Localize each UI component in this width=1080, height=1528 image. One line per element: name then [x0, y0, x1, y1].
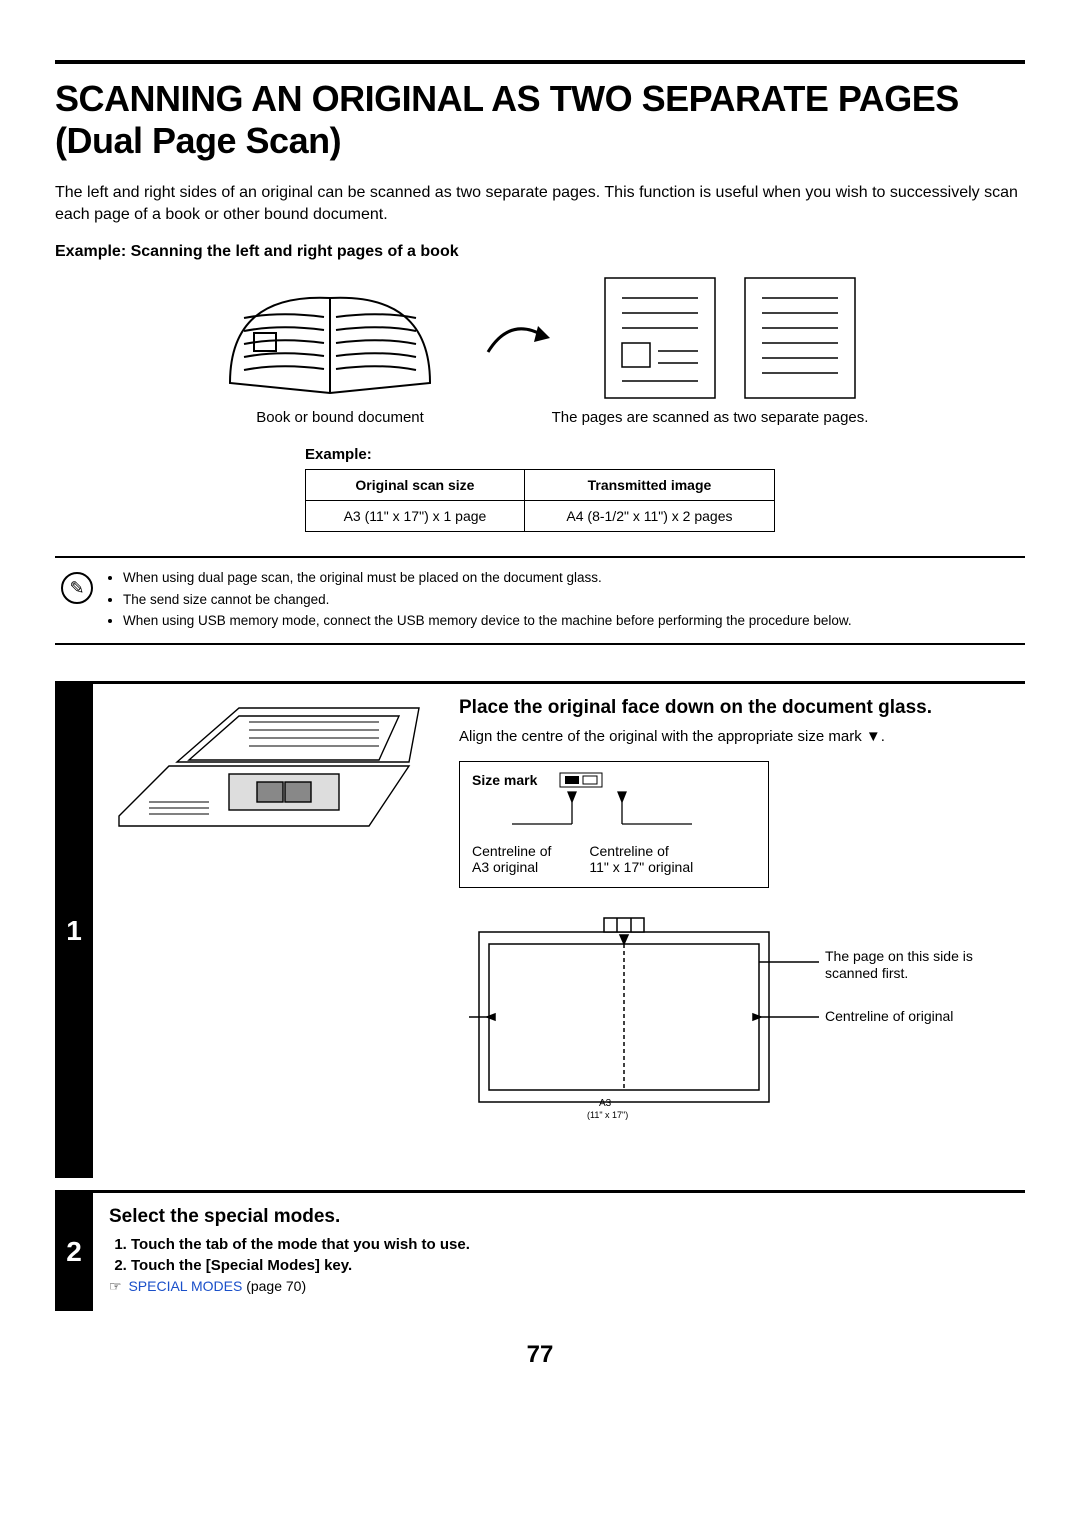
centreline-1117-label: Centreline of 11" x 17" original: [589, 843, 693, 875]
svg-text:(11" x 17"): (11" x 17"): [587, 1110, 628, 1120]
th-transmitted: Transmitted image: [524, 470, 774, 501]
note-item: When using dual page scan, the original …: [123, 568, 1015, 588]
svg-text:A3: A3: [599, 1098, 612, 1109]
page-number: 77: [55, 1341, 1025, 1369]
book-diagram: [55, 273, 1025, 403]
page-glyph-icon: [559, 772, 603, 788]
result-pages-icon: [600, 273, 860, 403]
th-original: Original scan size: [306, 470, 525, 501]
book-icon: [220, 273, 440, 403]
step1-text: Align the centre of the original with th…: [459, 727, 1025, 747]
td-original: A3 (11" x 17") x 1 page: [306, 501, 525, 532]
reference-link-row: ☞ SPECIAL MODES (page 70): [109, 1278, 1025, 1295]
glass-diagram: A3 (11" x 17") The page on this side is …: [459, 902, 999, 1162]
page-title: SCANNING AN ORIGINAL AS TWO SEPARATE PAG…: [55, 78, 1025, 162]
step2-item: Touch the tab of the mode that you wish …: [131, 1236, 1025, 1253]
step1-title: Place the original face down on the docu…: [459, 696, 1025, 721]
step-number: 1: [55, 684, 93, 1178]
result-caption: The pages are scanned as two separate pa…: [550, 409, 870, 426]
step-1: 1: [55, 681, 1025, 1178]
step-2: 2 Select the special modes. Touch the ta…: [55, 1190, 1025, 1311]
intro-text: The left and right sides of an original …: [55, 182, 1025, 225]
ref-page: (page 70): [242, 1278, 306, 1294]
book-caption: Book or bound document: [210, 409, 470, 426]
size-mark-box: Size mark: [459, 761, 769, 888]
arrow-icon: [480, 308, 560, 368]
pencil-icon: ✎: [61, 572, 93, 604]
scanned-first-label: The page on this side is scanned first.: [825, 948, 995, 983]
note-item: The send size cannot be changed.: [123, 590, 1015, 610]
step2-item: Touch the [Special Modes] key.: [131, 1257, 1025, 1274]
note-box: ✎ When using dual page scan, the origina…: [55, 556, 1025, 645]
note-item: When using USB memory mode, connect the …: [123, 611, 1015, 631]
centreline-original-label: Centreline of original: [825, 1008, 953, 1026]
scanner-icon: [109, 696, 429, 846]
table-caption: Example:: [305, 446, 775, 463]
special-modes-link[interactable]: SPECIAL MODES: [128, 1278, 242, 1294]
td-transmitted: A4 (8-1/2" x 11") x 2 pages: [524, 501, 774, 532]
pointer-icon: ☞: [109, 1278, 122, 1294]
example-table: Original scan size Transmitted image A3 …: [305, 469, 775, 532]
step-number: 2: [55, 1193, 93, 1311]
step2-title: Select the special modes.: [109, 1205, 1025, 1230]
size-mark-label: Size mark: [472, 772, 537, 788]
centreline-a3-label: Centreline of A3 original: [472, 843, 551, 875]
example-subhead: Example: Scanning the left and right pag…: [55, 243, 1025, 261]
